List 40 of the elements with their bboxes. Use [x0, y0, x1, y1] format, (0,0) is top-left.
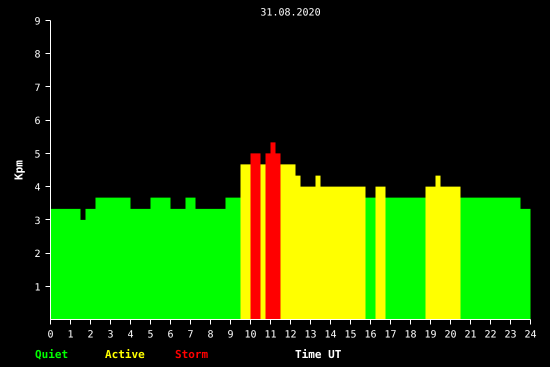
text: Active — [105, 347, 145, 363]
y-axis-title: Kpm — [12, 160, 26, 180]
y-tick-label: 3 — [34, 216, 41, 227]
x-tick-label: 17 — [384, 330, 397, 340]
x-tick-label: 6 — [167, 330, 174, 340]
x-tick-label: 3 — [107, 330, 114, 340]
y-tick-label: 9 — [34, 16, 41, 28]
x-tick-label: 22 — [484, 330, 497, 340]
x-tick-label: 20 — [444, 330, 457, 340]
y-tick-label: 6 — [34, 116, 41, 128]
x-tick-label: 16 — [364, 330, 377, 340]
x-tick-label: 5 — [147, 330, 154, 340]
text: Storm — [175, 347, 208, 363]
x-tick-label: 9 — [227, 330, 234, 340]
x-tick-label: 23 — [504, 330, 517, 340]
y-tick-label: 5 — [34, 149, 41, 160]
x-tick-label: 15 — [344, 330, 357, 340]
y-tick-label: 4 — [34, 182, 41, 194]
x-tick-label: 7 — [187, 330, 194, 340]
y-tick-label: 1 — [34, 282, 41, 294]
x-tick-label: 11 — [264, 330, 277, 340]
x-tick-label: 1 — [67, 330, 74, 340]
y-tick-label: 8 — [34, 50, 41, 61]
x-tick-label: 13 — [304, 330, 317, 340]
x-tick-label: 24 — [524, 330, 537, 340]
x-tick-label: 2 — [87, 330, 94, 340]
x-tick-label: 0 — [47, 330, 54, 340]
x-tick-label: 8 — [207, 330, 214, 340]
y-tick-label: 2 — [34, 249, 41, 260]
x-tick-label: 18 — [404, 330, 417, 340]
x-tick-label: 4 — [127, 330, 134, 340]
x-axis-title: Time UT — [295, 347, 342, 363]
y-tick-label: 7 — [34, 82, 41, 94]
text: Quiet — [35, 347, 68, 363]
x-tick-label: 14 — [324, 330, 337, 340]
x-tick-label: 19 — [424, 330, 437, 340]
x-tick-label: 21 — [464, 330, 477, 340]
x-tick-label: 12 — [284, 330, 297, 340]
x-tick-label: 10 — [244, 330, 257, 340]
chart-title: 31.08.2020 — [260, 8, 321, 18]
